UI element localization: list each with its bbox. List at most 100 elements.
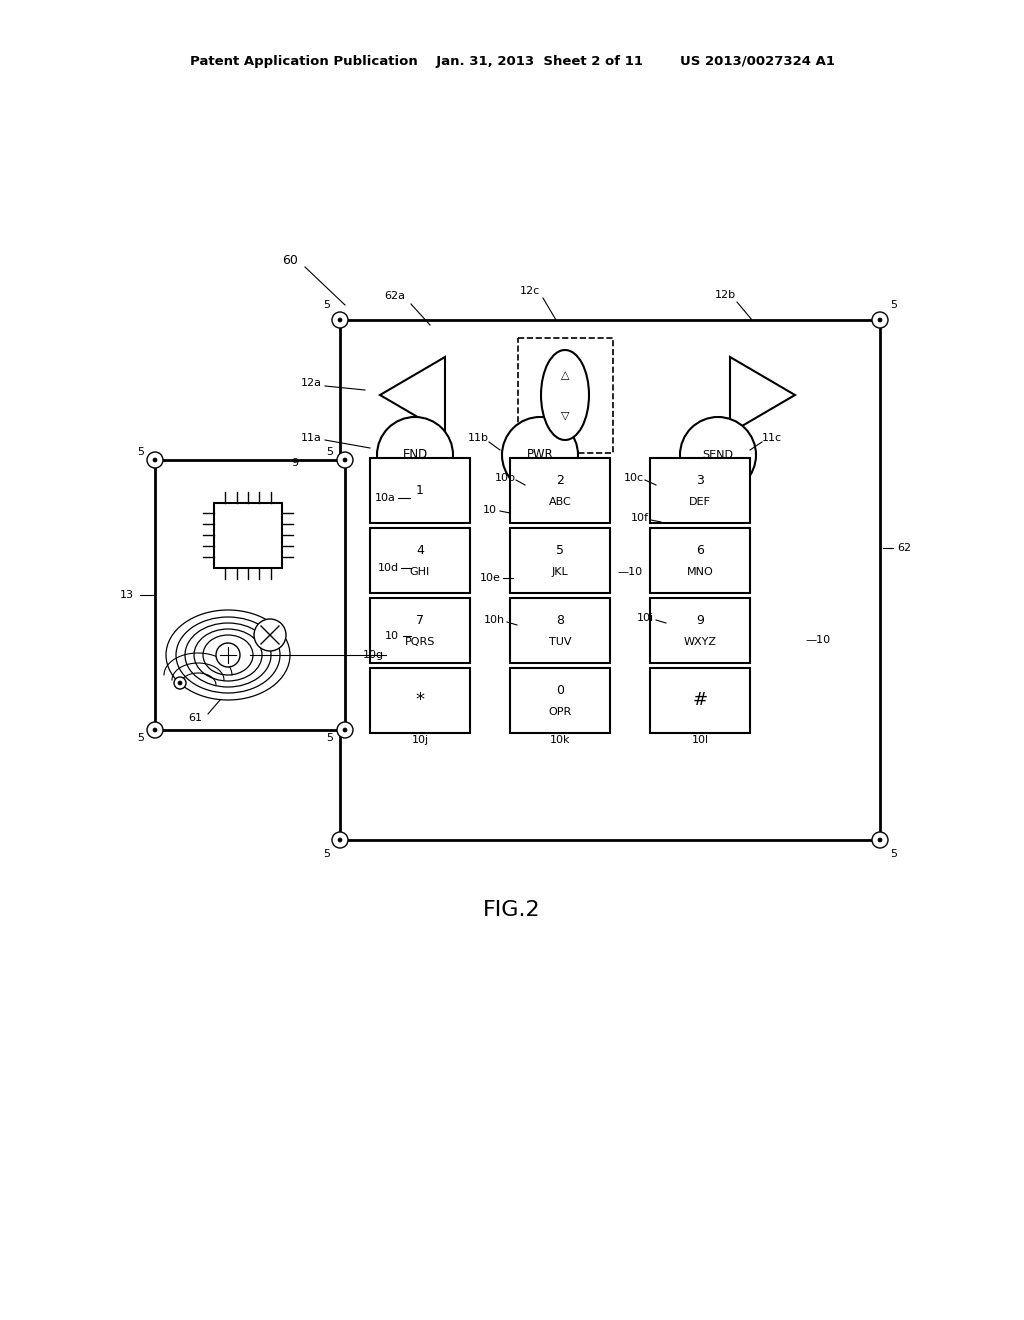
Text: *: * [416,690,425,709]
Circle shape [332,832,348,847]
Text: ▽: ▽ [561,411,569,420]
Circle shape [502,417,578,492]
Circle shape [338,318,342,322]
Bar [510,458,610,523]
Text: 10e: 10e [479,573,501,583]
Circle shape [878,838,882,842]
Text: 10: 10 [385,631,399,642]
Bar [650,458,750,523]
Text: 10a: 10a [375,492,395,503]
Circle shape [254,619,286,651]
Text: FIG.2: FIG.2 [483,900,541,920]
Text: ABC: ABC [549,498,571,507]
Text: END: END [402,449,428,462]
Text: 60: 60 [282,253,298,267]
Text: PWR: PWR [526,449,553,462]
Circle shape [872,312,888,327]
Text: 10g: 10g [362,649,384,660]
Bar [650,668,750,733]
Circle shape [337,451,353,469]
Text: 5: 5 [137,447,144,457]
Circle shape [216,643,240,667]
Text: 11a: 11a [301,433,322,444]
Text: —10: —10 [617,568,643,577]
Circle shape [153,458,157,462]
Text: 10f: 10f [631,513,649,523]
Circle shape [147,722,163,738]
Bar [340,319,880,840]
Text: 5: 5 [891,849,897,859]
Text: 4: 4 [416,544,424,557]
Ellipse shape [541,350,589,440]
Text: 1: 1 [416,483,424,496]
Text: SEND: SEND [702,450,733,459]
Circle shape [680,417,756,492]
Text: 62a: 62a [384,290,406,301]
Text: 5: 5 [327,733,334,743]
Bar [517,338,612,453]
Text: 9: 9 [696,615,703,627]
Text: 5: 5 [891,300,897,310]
Text: 10c: 10c [624,473,644,483]
Circle shape [153,729,157,733]
Circle shape [337,722,353,738]
Bar [510,668,610,733]
Bar [510,598,610,663]
Circle shape [147,451,163,469]
Circle shape [343,458,347,462]
Circle shape [878,318,882,322]
Text: 8: 8 [556,615,564,627]
Text: 3: 3 [696,474,703,487]
Text: 5: 5 [137,733,144,743]
Text: 2: 2 [556,474,564,487]
Text: DEF: DEF [689,498,711,507]
Text: 10d: 10d [378,564,398,573]
Text: 5: 5 [324,849,331,859]
Circle shape [174,677,186,689]
Polygon shape [730,356,795,433]
Text: 61: 61 [188,713,202,723]
Text: 11b: 11b [468,433,488,444]
Bar [214,503,282,568]
Text: 10j: 10j [412,735,429,744]
Bar [510,528,610,593]
Text: 0: 0 [556,685,564,697]
Text: GHI: GHI [410,568,430,577]
Text: PQRS: PQRS [404,638,435,647]
Text: —10: —10 [806,635,830,645]
Text: 12a: 12a [301,378,322,388]
Bar [370,598,470,663]
Text: 12b: 12b [715,290,735,300]
Text: 11c: 11c [762,433,782,444]
Text: △: △ [561,370,569,380]
Text: 6: 6 [696,544,703,557]
Bar [650,528,750,593]
Text: 10i: 10i [637,612,653,623]
Bar [155,459,345,730]
Text: MNO: MNO [687,568,714,577]
Circle shape [377,417,453,492]
Circle shape [872,832,888,847]
Bar [370,458,470,523]
Circle shape [178,681,182,685]
Bar [370,668,470,733]
Text: Patent Application Publication    Jan. 31, 2013  Sheet 2 of 11        US 2013/00: Patent Application Publication Jan. 31, … [189,55,835,69]
Text: 5: 5 [556,544,564,557]
Text: 9: 9 [292,458,299,469]
Polygon shape [380,356,445,433]
Bar [370,528,470,593]
Text: 62: 62 [897,543,911,553]
Text: 10k: 10k [550,735,570,744]
Circle shape [338,838,342,842]
Text: WXYZ: WXYZ [683,638,717,647]
Text: 5: 5 [324,300,331,310]
Text: 10h: 10h [483,615,505,624]
Bar [650,598,750,663]
Text: TUV: TUV [549,638,571,647]
Text: 5: 5 [327,447,334,457]
Text: 7: 7 [416,615,424,627]
Circle shape [332,312,348,327]
Text: 13: 13 [120,590,134,601]
Text: #: # [692,690,708,709]
Text: 12c: 12c [520,286,540,296]
